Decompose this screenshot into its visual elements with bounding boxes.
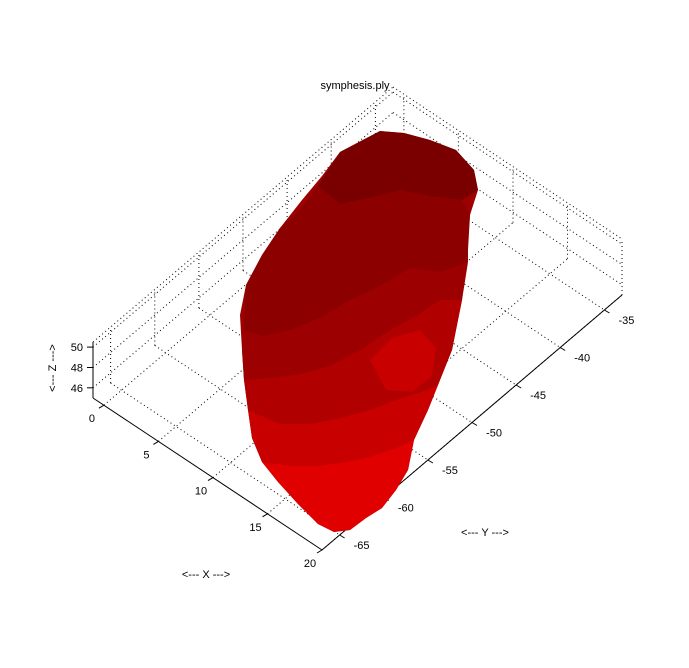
y-tick-mark <box>515 384 522 389</box>
surface-band <box>248 385 438 466</box>
y-tick-mark <box>471 422 478 426</box>
y-tick-mark <box>604 309 610 314</box>
surface-highlight <box>370 330 436 392</box>
x-tick-mark <box>262 513 268 518</box>
surface-band <box>318 131 478 204</box>
grid-line <box>92 86 394 343</box>
surface-band <box>244 210 468 336</box>
y-tick-label: -60 <box>398 503 414 515</box>
y-axis-label: <--- Y ---> <box>461 527 509 539</box>
y-tick-label: -35 <box>618 315 634 327</box>
surface-band <box>244 300 462 424</box>
x-tick-label: 10 <box>195 486 207 498</box>
z-tick-label: 48 <box>71 363 83 375</box>
x-tick-mark <box>98 404 105 409</box>
x-tick-label: 15 <box>249 522 261 534</box>
z-axis-label: <--- Z ---> <box>47 344 59 392</box>
y-tick-mark <box>339 534 345 539</box>
x-tick-label: 0 <box>89 413 95 425</box>
y-tick-label: -45 <box>530 390 546 402</box>
y-tick-mark <box>559 347 566 351</box>
tick-labels: 0 5 10 15 20 -35 -40 -45 -50 -55 -60 -65 50 48 46 <box>71 315 635 570</box>
y-tick-mark <box>427 459 434 464</box>
surface-band <box>300 186 470 246</box>
surface-band <box>242 262 468 380</box>
x-axis-label: <--- X ---> <box>182 569 230 581</box>
z-tick-label: 50 <box>71 342 83 354</box>
x-tick-label: 20 <box>304 558 316 570</box>
surface-mesh <box>240 131 478 532</box>
y-tick-label: -50 <box>486 428 502 440</box>
x-tick-label: 5 <box>143 449 149 461</box>
grid-line <box>92 91 394 348</box>
plot-title: symphesis.ply <box>320 80 390 92</box>
x-tick-mark <box>207 477 214 482</box>
y-tick-label: -55 <box>442 465 458 477</box>
surface-band <box>262 440 414 532</box>
y-tick-label: -40 <box>574 353 590 365</box>
y-tick-label: -65 <box>354 540 370 552</box>
x-tick-mark <box>153 440 159 445</box>
z-tick-label: 46 <box>71 383 83 395</box>
x-axis-line <box>92 397 323 551</box>
x-tick-mark <box>316 549 323 554</box>
